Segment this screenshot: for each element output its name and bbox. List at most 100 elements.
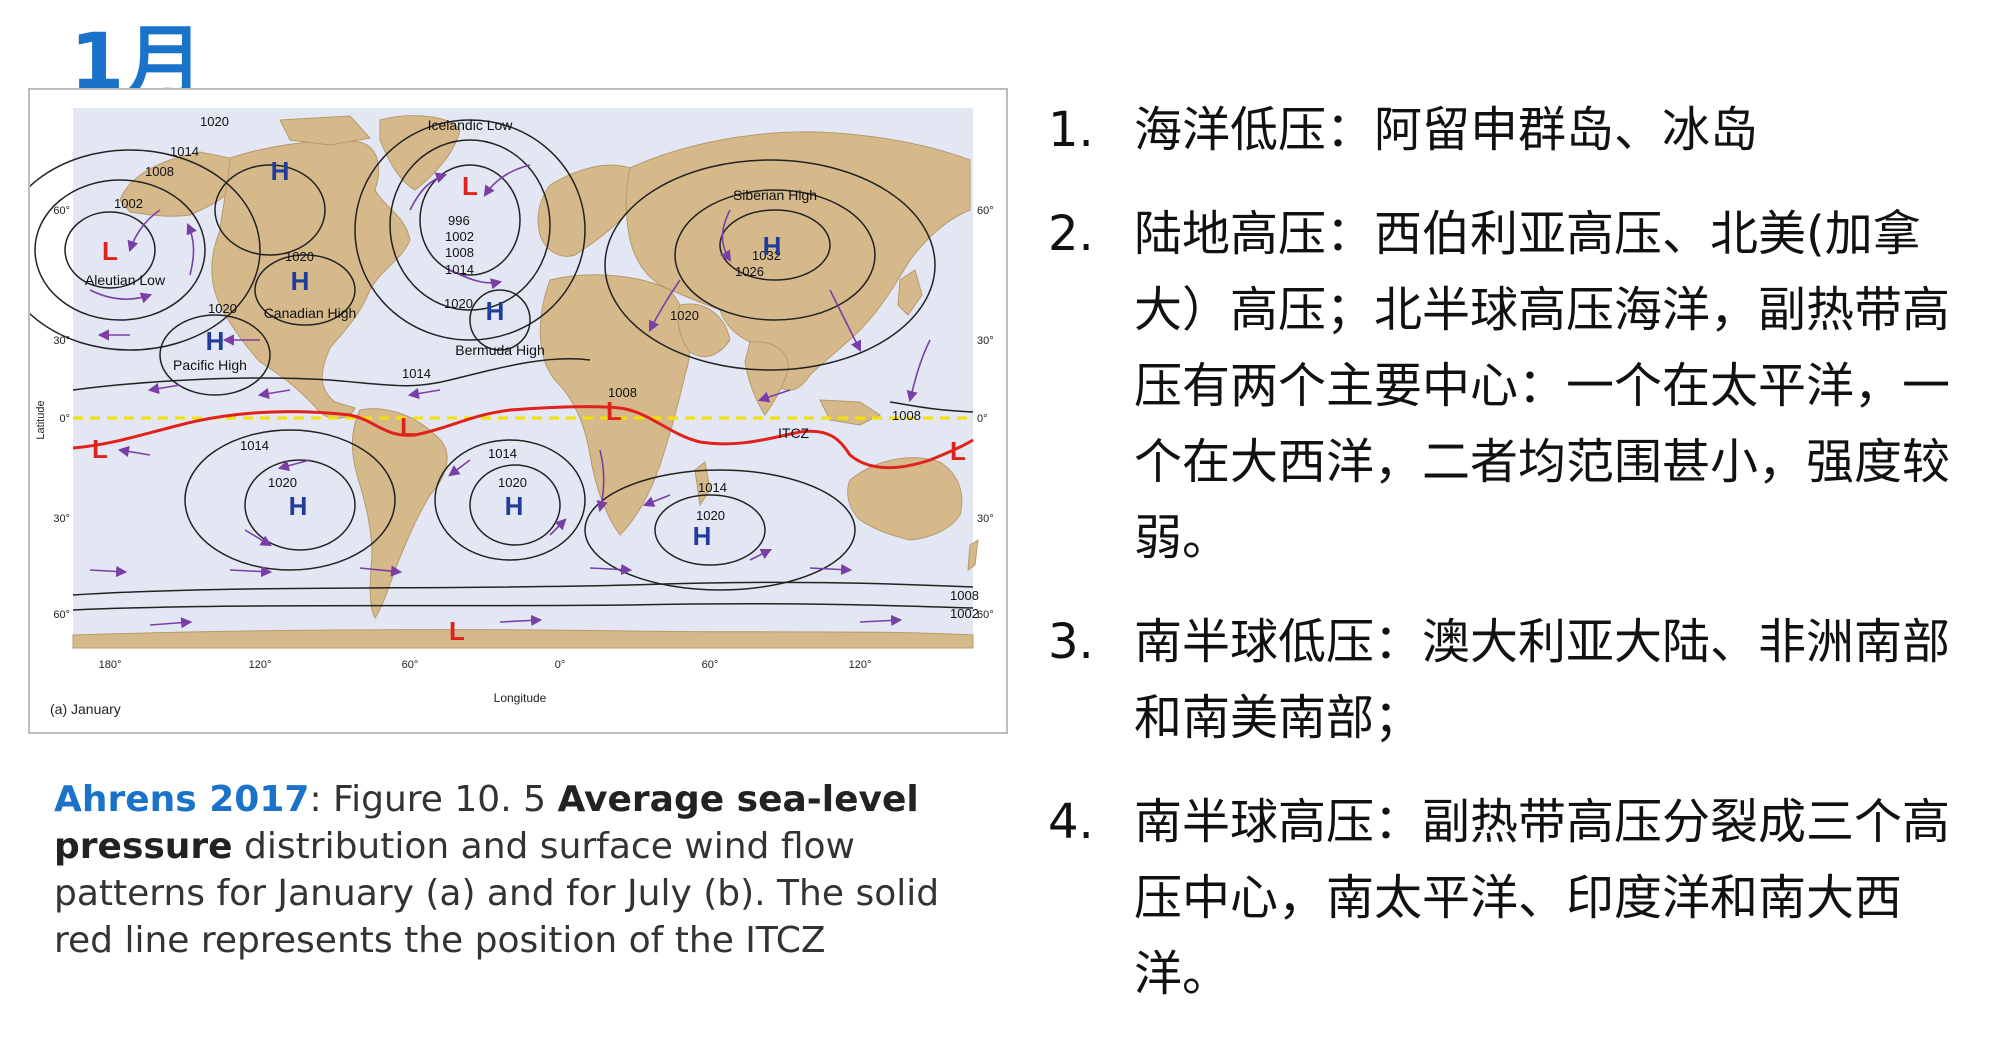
isobar-south-1008 bbox=[72, 581, 974, 596]
list-item-number: 3. bbox=[1048, 614, 1094, 670]
isobar-label: 1014 bbox=[240, 438, 269, 453]
list-item: 3. 南半球低压：澳大利亚大陆、非洲南部和南美南部； bbox=[1048, 604, 1988, 756]
isobar-north-pacific-long bbox=[72, 357, 591, 391]
lon-tick: 180° bbox=[99, 659, 122, 671]
japan-land bbox=[897, 269, 923, 316]
low-symbol-australia: L bbox=[950, 436, 966, 466]
isobar-label: 1014 bbox=[445, 262, 474, 277]
isobar-south-pacific-1020 bbox=[244, 459, 356, 551]
wind-arrow bbox=[829, 289, 862, 353]
asia-land bbox=[625, 131, 971, 391]
center-name-pacific-high: Pacific High bbox=[173, 357, 247, 373]
isobar-label: 1014 bbox=[402, 366, 431, 381]
wind-arrow bbox=[449, 269, 503, 290]
isobar-bermuda-1020 bbox=[469, 289, 531, 351]
high-symbol-siberian: H bbox=[763, 231, 782, 261]
wind-arrow bbox=[407, 388, 441, 400]
isobars bbox=[30, 119, 974, 611]
isobar-equatorial-1008 bbox=[889, 401, 974, 413]
isobar-label: 1020 bbox=[208, 301, 237, 316]
high-symbol-south-atlantic: H bbox=[505, 491, 524, 521]
low-symbol-south-america: L bbox=[400, 412, 416, 442]
wind-arrow bbox=[642, 494, 671, 507]
center-symbols: L L H H H H H H H H L L L L L bbox=[92, 156, 966, 646]
wind-arrow bbox=[277, 459, 311, 472]
list-item: 4. 南半球高压：副热带高压分裂成三个高压中心，南太平洋、印度洋和南大西洋。 bbox=[1048, 784, 1988, 1012]
lat-tick: 0° bbox=[59, 413, 70, 425]
isobar-label: 1020 bbox=[268, 475, 297, 490]
isobar-south-pacific-1014 bbox=[184, 429, 396, 571]
wind-arrow bbox=[720, 209, 732, 262]
wind-arrow bbox=[147, 383, 181, 395]
list-item-text: 南半球高压：副热带高压分裂成三个高压中心，南太平洋、印度洋和南大西洋。 bbox=[1134, 794, 1951, 1002]
low-symbol-africa: L bbox=[606, 396, 622, 426]
high-symbol-canadian: H bbox=[291, 266, 310, 296]
lat-tick: 60° bbox=[53, 609, 70, 621]
wind-arrow bbox=[448, 459, 471, 477]
isobar-label: 1008 bbox=[445, 245, 474, 260]
isobar-label: 1008 bbox=[145, 164, 174, 179]
madagascar-land bbox=[694, 461, 711, 507]
list-item: 2. 陆地高压：西伯利亚高压、北美(加拿大）高压；北半球高压海洋，副热带高压有两个… bbox=[1048, 196, 1988, 576]
wind-arrow bbox=[359, 565, 403, 577]
isobar-label: 996 bbox=[448, 213, 470, 228]
lat-tick: 30° bbox=[977, 335, 994, 347]
arctic-islands-land bbox=[279, 115, 371, 146]
isobar-south-atlantic-1014 bbox=[434, 439, 586, 561]
lat-tick: 0° bbox=[977, 413, 988, 425]
caption-prefix: : Figure 10. 5 bbox=[309, 779, 558, 820]
center-name-aleutian-low: Aleutian Low bbox=[85, 272, 166, 288]
pressure-map-figure: 1020 1014 1008 1002 996 1002 1008 1014 1… bbox=[28, 88, 1008, 734]
high-symbol-indian-ocean: H bbox=[693, 521, 712, 551]
isobar-label: 1020 bbox=[696, 508, 725, 523]
wind-arrow bbox=[127, 209, 161, 253]
isobar-pacific-1020 bbox=[159, 314, 271, 396]
list-item-number: 1. bbox=[1048, 102, 1094, 158]
list-item-number: 4. bbox=[1048, 794, 1094, 850]
list-item-text: 南半球低压：澳大利亚大陆、非洲南部和南美南部； bbox=[1134, 614, 1951, 746]
longitude-ticks: 180° 120° 60° 0° 60° 120° bbox=[99, 659, 872, 671]
caption-author: Ahrens 2017 bbox=[54, 779, 310, 820]
north-america-land bbox=[211, 140, 411, 419]
wind-arrows bbox=[89, 164, 931, 629]
list-item-text: 海洋低压：阿留申群岛、冰岛 bbox=[1134, 102, 1759, 158]
wind-arrow bbox=[149, 617, 193, 629]
isobar-label: 1014 bbox=[488, 446, 517, 461]
isobar-labels: 1020 1014 1008 1002 996 1002 1008 1014 1… bbox=[114, 114, 979, 621]
isobar-label: 1002 bbox=[114, 196, 143, 211]
high-symbol-pacific: H bbox=[206, 326, 225, 356]
center-name-bermuda-high: Bermuda High bbox=[455, 342, 545, 358]
lon-tick: 0° bbox=[555, 659, 566, 671]
caption-rest: distribution and surface wind flow patte… bbox=[54, 826, 940, 961]
isobar-icelandic-1002 bbox=[389, 139, 551, 311]
wind-arrow bbox=[89, 565, 128, 578]
center-name-canadian-high: Canadian High bbox=[264, 305, 357, 321]
isobar-icelandic-996 bbox=[419, 164, 521, 276]
lon-tick: 60° bbox=[702, 659, 719, 671]
isobar-label: 1020 bbox=[285, 249, 314, 264]
low-symbol-pacific-equatorial: L bbox=[92, 434, 108, 464]
wind-arrow bbox=[859, 614, 903, 627]
isobar-label: 1020 bbox=[200, 114, 229, 129]
isobar-south-1002 bbox=[72, 603, 974, 611]
list-item-number: 2. bbox=[1048, 206, 1094, 262]
isobar-canadian-1020 bbox=[254, 254, 356, 326]
greenland-land bbox=[379, 115, 461, 191]
pressure-map: 1020 1014 1008 1002 996 1002 1008 1014 1… bbox=[30, 108, 994, 717]
wind-arrow bbox=[906, 339, 931, 403]
itcz-label: ITCZ bbox=[778, 425, 810, 441]
south-america-land bbox=[351, 408, 448, 619]
list-item: 1. 海洋低压：阿留申群岛、冰岛 bbox=[1048, 92, 1988, 168]
latitude-ticks-right: 60° 30° 0° 30° 60° bbox=[977, 205, 994, 621]
wind-arrow bbox=[757, 389, 791, 403]
high-symbol-bermuda: H bbox=[486, 296, 505, 326]
wind-arrow bbox=[809, 563, 853, 576]
center-name-siberian-high: Siberian High bbox=[733, 187, 817, 203]
isobar-aleutian-1014 bbox=[30, 149, 261, 351]
isobar-south-atlantic-1020 bbox=[469, 464, 561, 546]
isobar-indian-1020 bbox=[654, 494, 766, 566]
lon-tick: 60° bbox=[402, 659, 419, 671]
isobar-label: 1020 bbox=[444, 296, 473, 311]
list-item-text: 陆地高压：西伯利亚高压、北美(加拿大）高压；北半球高压海洋，副热带高压有两个主要… bbox=[1134, 206, 1951, 566]
isobar-label: 1020 bbox=[670, 308, 699, 323]
